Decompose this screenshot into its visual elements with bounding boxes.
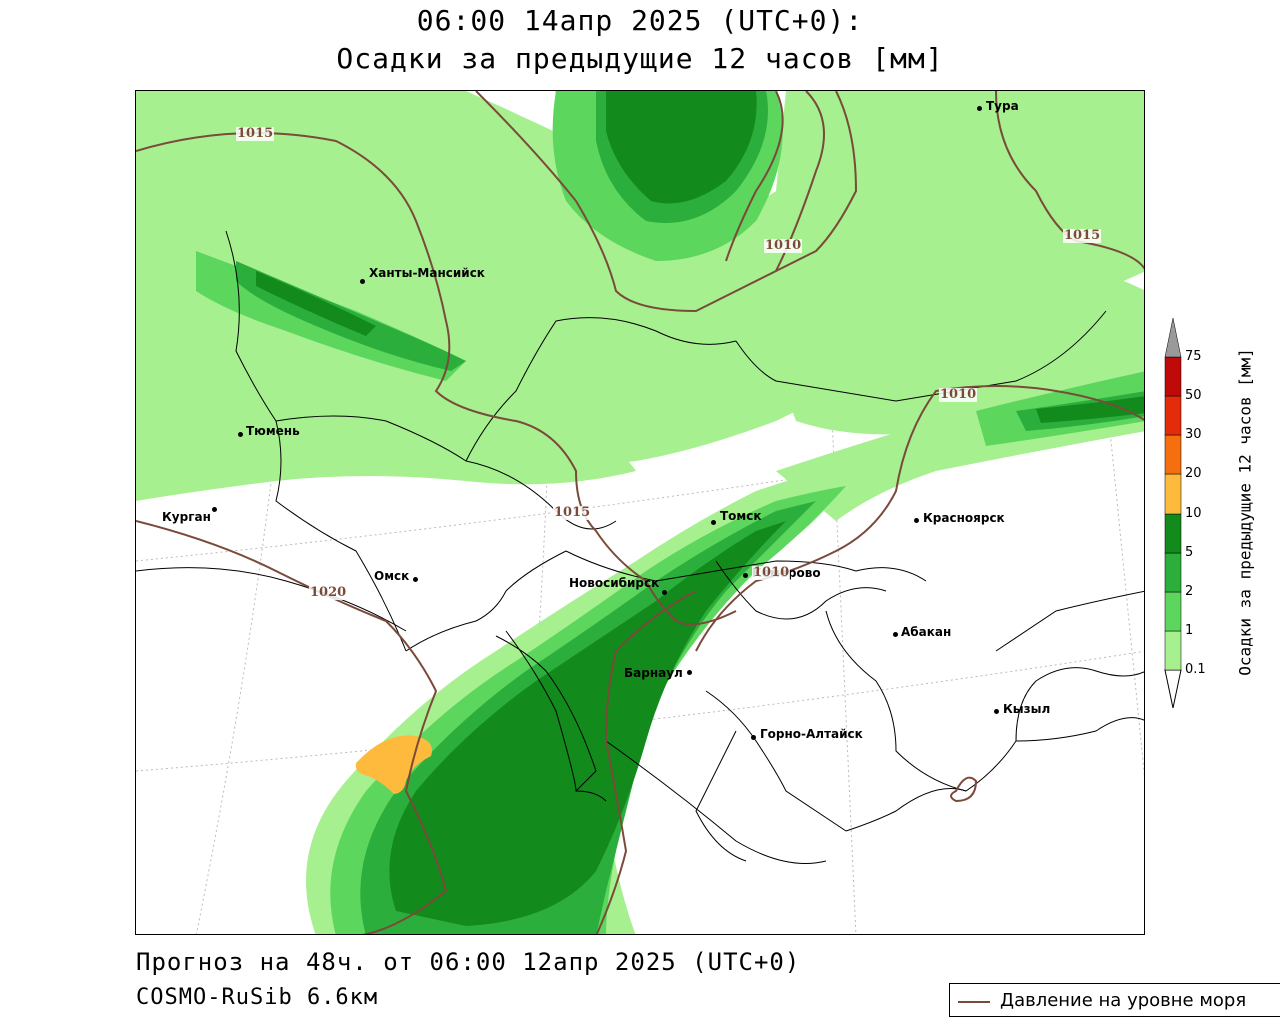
city-label-kurgan: Курган — [162, 510, 211, 524]
city-label-tyumen: Тюмень — [246, 424, 300, 438]
isobar-label: 1020 — [309, 585, 348, 600]
city-dot — [914, 518, 919, 523]
city-label-abakan: Абакан — [901, 625, 952, 639]
city-dot — [751, 735, 756, 740]
colorbar-max-triangle — [1164, 317, 1182, 358]
city-dot — [662, 590, 667, 595]
city-label-tomsk: Томск — [720, 509, 762, 523]
isobar-line-swatch — [958, 1001, 990, 1003]
colorbar-tick: 50 — [1185, 388, 1202, 403]
colorbar-tick: 1 — [1185, 623, 1194, 638]
colorbar-segment-5 — [1164, 513, 1182, 554]
city-dot — [743, 573, 748, 578]
colorbar-segment-30 — [1164, 395, 1182, 436]
colorbar-segment-20 — [1164, 434, 1182, 475]
colorbar-tick: 0.1 — [1185, 662, 1206, 677]
map-graphics — [136, 91, 1144, 934]
isobars — [136, 91, 1144, 934]
map-subtitle: Осадки за предыдущие 12 часов [мм] — [336, 42, 944, 75]
city-dot — [711, 520, 716, 525]
city-label-tura: Тура — [986, 99, 1019, 113]
city-label-khanty-mansiysk: Ханты-Мансийск — [369, 266, 485, 280]
precip-colorbar — [1164, 317, 1182, 709]
city-label-kyzyl: Кызыл — [1003, 702, 1051, 716]
isobar-label: 1010 — [764, 238, 803, 253]
city-dot — [977, 106, 982, 111]
city-dot — [994, 709, 999, 714]
city-dot — [238, 432, 243, 437]
forecast-info: Прогноз на 48ч. от 06:00 12апр 2025 (UTC… — [136, 948, 801, 976]
colorbar-segment-50 — [1164, 356, 1182, 397]
precip-10 — [355, 735, 432, 794]
isobar-label: 1015 — [1063, 228, 1102, 243]
isobar-label: 1010 — [939, 387, 978, 402]
colorbar-tick: 30 — [1185, 427, 1202, 442]
colorbar-min-triangle — [1164, 669, 1182, 709]
colorbar-tick: 20 — [1185, 466, 1202, 481]
city-label-omsk: Омск — [374, 569, 410, 583]
pressure-legend-label: Давление на уровне моря — [1000, 990, 1247, 1011]
colorbar-tick: 2 — [1185, 584, 1194, 599]
borders — [136, 230, 1144, 864]
model-name: COSMO-RuSib 6.6км — [136, 985, 379, 1010]
city-label-krasnoyarsk: Красноярск — [923, 511, 1005, 525]
city-dot — [893, 632, 898, 637]
colorbar-tick: 5 — [1185, 545, 1194, 560]
city-label-gorno-altaysk: Горно-Алтайск — [760, 727, 863, 741]
city-dot — [212, 507, 217, 512]
precip-5 — [256, 91, 1144, 926]
colorbar-title: Осадки за предыдущие 12 часов [мм] — [1235, 348, 1255, 676]
colorbar-segment-2 — [1164, 552, 1182, 593]
city-label-novosibirsk: Новосибирск — [569, 576, 660, 590]
city-dot — [687, 670, 692, 675]
isobar-label: 1010 — [752, 565, 791, 580]
colorbar-segment-1 — [1164, 591, 1182, 632]
colorbar-segment-10 — [1164, 473, 1182, 515]
colorbar-tick: 10 — [1185, 506, 1202, 521]
pressure-legend: Давление на уровне моря — [949, 983, 1280, 1017]
map-title: 06:00 14апр 2025 (UTC+0): — [416, 4, 864, 37]
city-dot — [413, 577, 418, 582]
isobar-label: 1015 — [553, 505, 592, 520]
precipitation-map: Тура Ханты-Мансийск Тюмень Курган Омск Т… — [135, 90, 1145, 935]
city-label-barnaul: Барнаул — [624, 666, 683, 680]
isobar-label: 1015 — [236, 126, 275, 141]
colorbar-tick: 75 — [1185, 349, 1202, 364]
colorbar-segment-0.1 — [1164, 630, 1182, 671]
city-dot — [360, 279, 365, 284]
